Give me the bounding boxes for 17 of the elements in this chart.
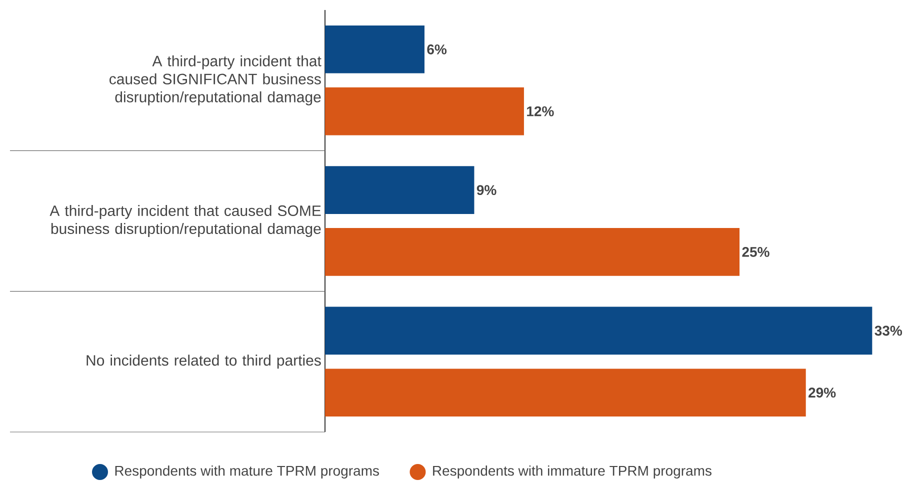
bar xyxy=(324,25,424,74)
legend-label: Respondents with immature TPRM programs xyxy=(433,465,712,479)
data-label: 9% xyxy=(476,185,496,196)
data-label: 33% xyxy=(874,326,902,336)
bar xyxy=(324,368,806,417)
y-tick-label: A third-party incident that caused SOME business disruption/reputational damage xyxy=(50,205,321,237)
data-label: 25% xyxy=(742,246,770,257)
data-label: 12% xyxy=(527,106,554,116)
bar xyxy=(324,306,872,355)
y-tick-label: No incidents related to third parties xyxy=(86,354,321,369)
data-label: 29% xyxy=(808,388,836,398)
y-tick-label: A third-party incident that caused SIGNIFICANT business disruption/reputational damage xyxy=(110,55,322,106)
legend-label: Respondents with mature TPRM programs xyxy=(115,465,379,479)
data-label: 6% xyxy=(427,44,447,54)
bar xyxy=(324,166,474,214)
bar xyxy=(324,228,740,276)
bar xyxy=(324,87,524,136)
